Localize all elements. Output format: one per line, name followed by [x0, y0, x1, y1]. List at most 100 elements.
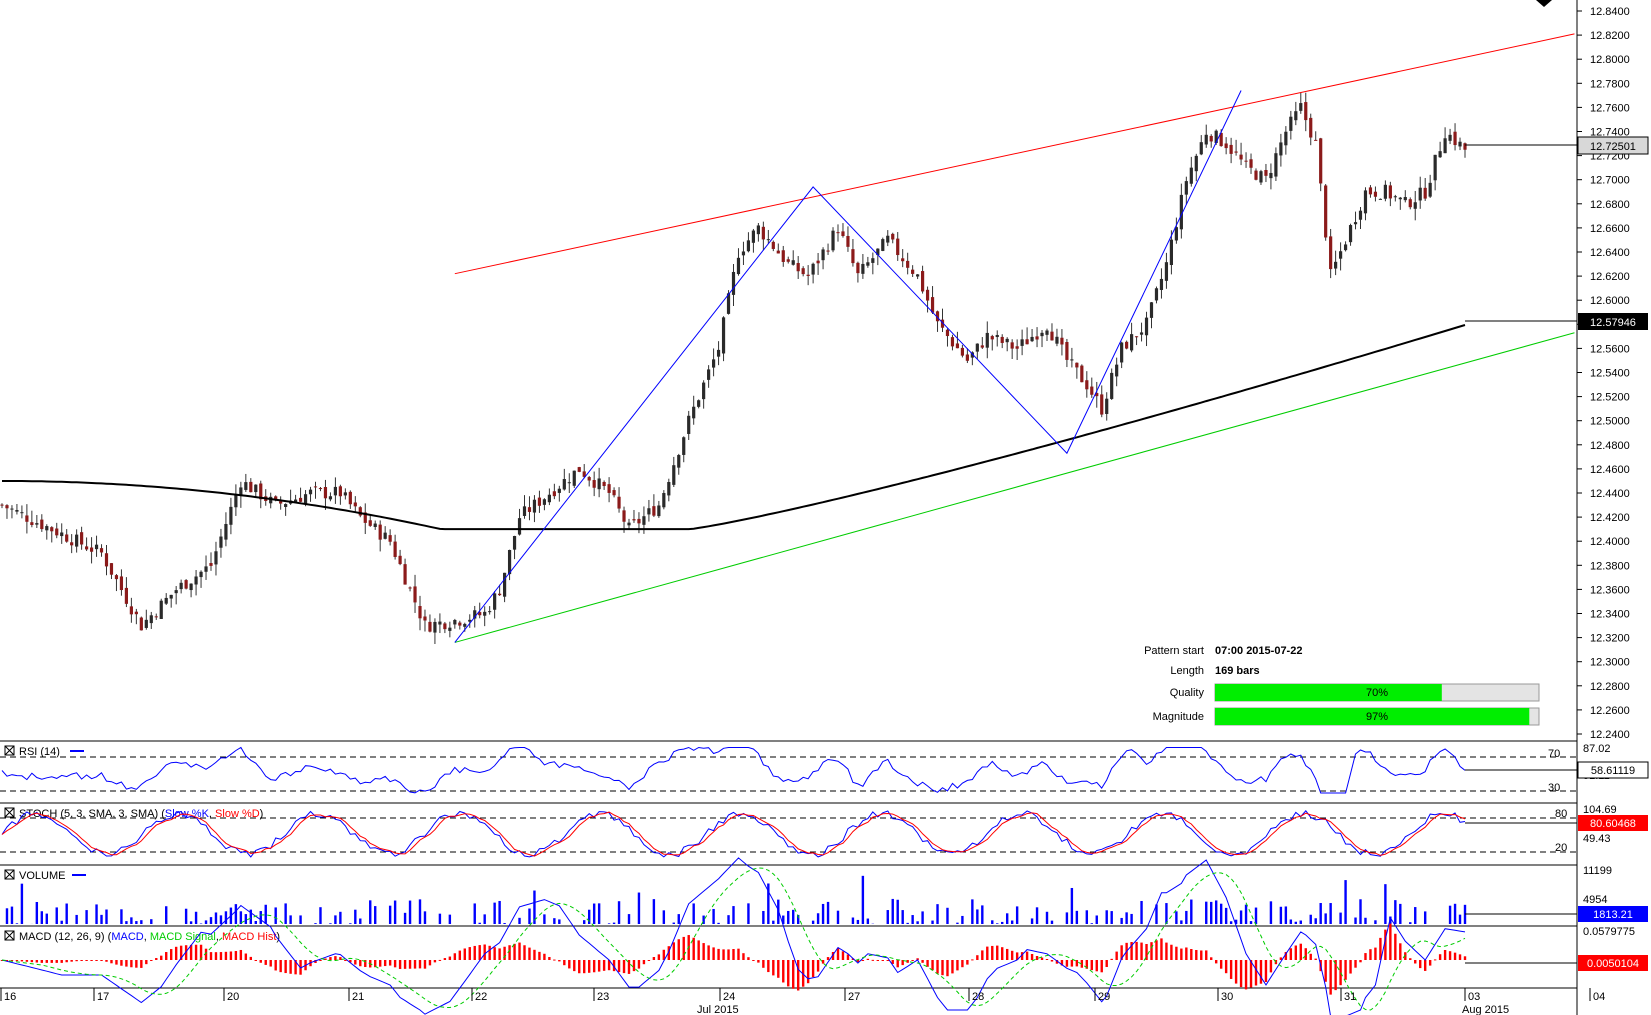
- candle-body: [114, 575, 119, 580]
- macd-hist-bar: [707, 945, 710, 960]
- candle-body: [1418, 187, 1422, 201]
- candle-body: [771, 241, 775, 249]
- macd-hist-bar: [10, 960, 14, 961]
- macd-hist-bar: [772, 960, 775, 976]
- candle-body: [1189, 167, 1193, 184]
- macd-hist-bar: [1155, 940, 1158, 960]
- rsi-top-label: 87.02: [1583, 743, 1611, 755]
- volume-bar: [861, 875, 865, 924]
- candle-body: [1164, 262, 1169, 281]
- candle-body: [637, 518, 641, 524]
- volume-bar: [1249, 921, 1253, 924]
- volume-bar: [130, 917, 133, 924]
- macd-hist-bar: [1299, 943, 1302, 960]
- candle-body: [1214, 130, 1218, 144]
- price-tick-label: 12.4200: [1590, 512, 1630, 524]
- candle-body: [323, 487, 328, 499]
- macd-hist-bar: [45, 960, 48, 963]
- macd-hist-bar: [777, 960, 780, 978]
- macd-hist-bar: [204, 948, 208, 960]
- price-tick-label: 12.3800: [1590, 560, 1630, 572]
- price-tick-label: 12.2400: [1590, 729, 1630, 741]
- macd-hist-bar: [966, 960, 969, 965]
- volume-bar: [1125, 912, 1128, 924]
- candle-body: [60, 532, 64, 537]
- resistance-line: [454, 33, 1575, 275]
- macd-hist-bar: [329, 957, 332, 960]
- price-tick-label: 12.2800: [1590, 681, 1630, 693]
- volume-bar: [274, 907, 277, 924]
- candle-body: [1045, 330, 1049, 335]
- volume-bar: [125, 921, 128, 924]
- macd-hist-bar: [1120, 945, 1123, 960]
- macd-hist-bar: [961, 960, 964, 968]
- macd-hist-bar: [866, 958, 870, 960]
- volume-bar: [329, 923, 332, 924]
- macd-hist-bar: [767, 960, 770, 973]
- macd-hist-bar: [1050, 960, 1054, 962]
- macd-hist-bar: [886, 960, 889, 961]
- candle-body: [1348, 225, 1353, 243]
- macd-hist-bar: [199, 944, 203, 960]
- scroll-arrow-icon: [1536, 0, 1552, 7]
- macd-hist-bar: [453, 953, 457, 960]
- candle-body: [453, 619, 457, 625]
- candle-body: [741, 251, 746, 256]
- candle-body: [219, 536, 223, 548]
- candle-body: [104, 553, 109, 567]
- volume-bar: [1359, 899, 1362, 924]
- candle-body: [906, 260, 910, 268]
- candle-body: [1050, 331, 1054, 341]
- macd-hist-bar: [1414, 960, 1417, 964]
- candle-body: [1453, 131, 1457, 146]
- candle-body: [65, 534, 69, 542]
- macd-hist-bar: [1160, 938, 1163, 960]
- rsi-value-box: [1577, 761, 1649, 779]
- macd-hist-bar: [483, 944, 486, 960]
- candle-body: [498, 593, 502, 596]
- volume-bar: [1309, 914, 1312, 924]
- volume-bar: [1384, 884, 1387, 924]
- macd-hist-bar: [1190, 949, 1193, 960]
- candle-body: [189, 583, 193, 591]
- volume-bar: [991, 920, 994, 924]
- candle-body: [468, 619, 472, 622]
- volume-bar: [478, 922, 481, 924]
- macd-hist-bar: [573, 960, 576, 972]
- volume-bar: [787, 910, 790, 924]
- candle-body: [1393, 196, 1397, 198]
- macd-hist-bar: [1060, 960, 1064, 966]
- candle-body: [816, 260, 820, 264]
- candle-body: [298, 497, 303, 502]
- macd-panel: MACD (12, 26, 9) (MACD, MACD Signal, MAC…: [0, 857, 1648, 1015]
- candle-body: [1264, 169, 1268, 176]
- volume-bar: [1120, 917, 1123, 924]
- macd-hist-bar: [1035, 956, 1039, 960]
- candle-body: [204, 566, 208, 572]
- macd-hist-bar: [856, 960, 860, 963]
- stoch-title-suffix: ): [260, 808, 264, 820]
- macd-hist-bar: [732, 949, 735, 960]
- volume-bar: [976, 909, 979, 924]
- macd-hist-bar: [359, 960, 362, 967]
- volume-bar: [55, 907, 58, 924]
- candle-body: [980, 345, 984, 348]
- pattern-start-label: Pattern start: [1144, 645, 1204, 657]
- volume-bar: [75, 914, 78, 924]
- candle-body: [806, 274, 810, 276]
- candle-body: [483, 611, 487, 616]
- candle-body: [1015, 346, 1019, 349]
- volume-bar: [284, 903, 287, 924]
- macd-hist-bar: [816, 960, 820, 972]
- candle-body: [866, 262, 870, 266]
- macd-hist-bar: [70, 960, 73, 962]
- candle-body: [463, 623, 467, 627]
- candle-body: [1154, 288, 1159, 301]
- macd-hist-bar: [1115, 951, 1118, 960]
- macd-hist-bar: [1205, 950, 1208, 960]
- ma-price-label: 12.57946: [1590, 317, 1636, 329]
- volume-bar: [886, 910, 889, 924]
- volume-bar: [1453, 903, 1457, 924]
- volume-bar: [677, 914, 680, 924]
- volume-bar: [1244, 904, 1248, 924]
